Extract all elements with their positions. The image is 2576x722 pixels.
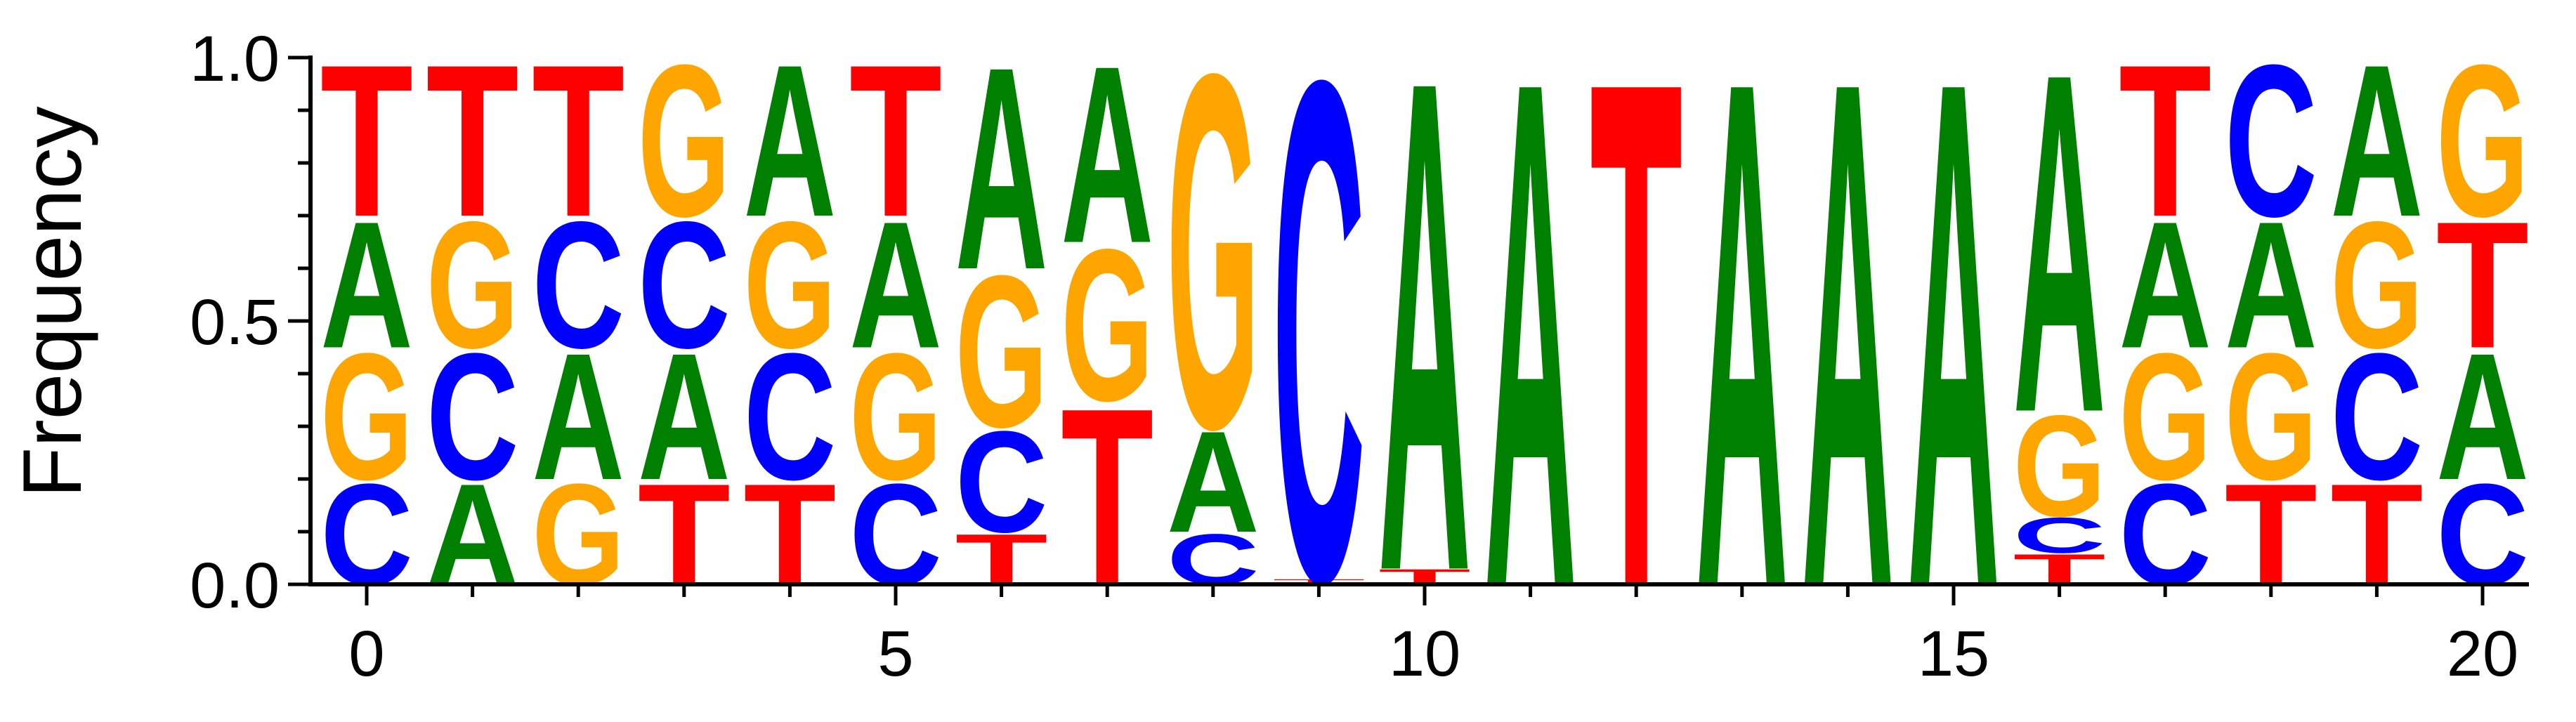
letter-c-pos-9: C	[1272, 0, 1365, 722]
y-axis-ticks: 0.0 0.5 1.0	[190, 23, 310, 622]
letter-a-pos-3: A	[638, 316, 731, 518]
y-tick-label: 1.0	[190, 23, 280, 95]
letter-g-pos-4: G	[743, 185, 836, 386]
letter-c-pos-2: C	[532, 185, 625, 386]
letter-a-pos-14: A	[1801, 0, 1894, 722]
letter-g-pos-0: G	[320, 317, 413, 518]
letter-t-pos-5: T	[849, 20, 942, 262]
letter-a-pos-0: A	[320, 185, 413, 386]
letter-a-pos-6: A	[955, 8, 1048, 330]
letter-a-pos-19: A	[2330, 19, 2423, 262]
letter-a-pos-4: A	[743, 19, 836, 262]
letter-g-pos-19: G	[2330, 185, 2423, 386]
letter-a-pos-2: A	[532, 316, 625, 518]
letter-g-pos-3: G	[638, 20, 731, 262]
letter-a-pos-5: A	[849, 185, 942, 386]
letter-t-pos-20: T	[2436, 185, 2529, 386]
letter-a-pos-17: A	[2119, 185, 2211, 386]
y-tick-label: 0.0	[190, 550, 280, 622]
letter-t-pos-12: T	[1590, 0, 1682, 722]
letter-c-pos-19: C	[2330, 316, 2423, 518]
letter-c-pos-6: C	[955, 402, 1048, 563]
letter-t-pos-2: T	[532, 20, 625, 262]
letter-a-pos-13: A	[1696, 0, 1789, 722]
letter-c-pos-4: C	[743, 316, 836, 518]
letter-g-pos-17: G	[2119, 317, 2211, 518]
letter-a-pos-8: A	[1167, 402, 1260, 563]
letter-c-pos-16: C	[2013, 507, 2106, 563]
letter-a-pos-15: A	[1907, 0, 2000, 722]
letter-a-pos-10: A	[1378, 0, 1471, 718]
letter-g-pos-16: G	[2013, 385, 2106, 546]
letter-t-pos-9: T	[1272, 578, 1365, 586]
letter-a-pos-18: A	[2225, 185, 2317, 386]
letter-a-pos-11: A	[1484, 0, 1577, 722]
x-tick-label: 10	[1389, 618, 1460, 690]
y-axis-label: Frequency	[6, 106, 99, 498]
letter-g-pos-20: G	[2436, 20, 2529, 262]
letter-t-pos-1: T	[426, 20, 519, 262]
y-tick-label: 0.5	[190, 287, 280, 358]
letter-a-pos-20: A	[2436, 316, 2529, 518]
letter-g-pos-8: G	[1167, 0, 1260, 534]
x-axis-ticks: 0 5 10 15 20	[348, 584, 2518, 690]
letter-g-pos-7: G	[1061, 204, 1153, 447]
letter-t-pos-0: T	[320, 20, 413, 262]
letter-g-pos-6: G	[955, 230, 1048, 473]
x-tick-label: 0	[348, 618, 384, 690]
letter-g-pos-18: G	[2225, 317, 2317, 518]
letter-t-pos-17: T	[2119, 20, 2211, 262]
letter-a-pos-7: A	[1061, 13, 1153, 296]
letter-c-pos-18: C	[2225, 19, 2317, 262]
letter-g-pos-5: G	[849, 317, 942, 518]
letter-g-pos-1: G	[426, 185, 519, 386]
letter-c-pos-1: C	[426, 316, 519, 518]
letter-c-pos-3: C	[638, 185, 731, 386]
x-tick-label: 20	[2447, 618, 2518, 690]
letter-a-pos-16: A	[2013, 0, 2106, 513]
x-tick-label: 15	[1918, 618, 1989, 690]
x-tick-label: 5	[877, 618, 913, 690]
